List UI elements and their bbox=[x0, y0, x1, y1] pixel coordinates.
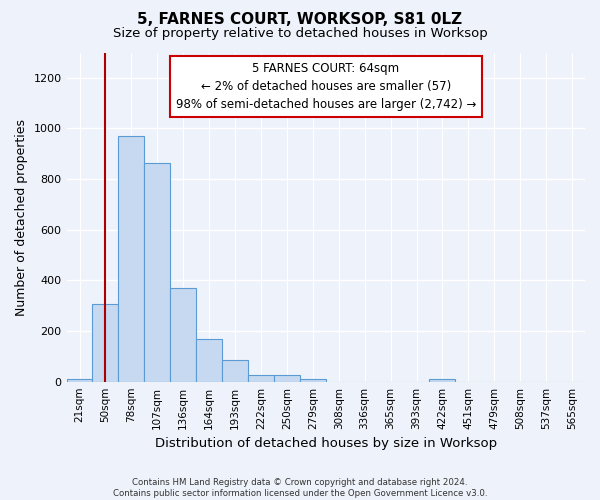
Text: 5 FARNES COURT: 64sqm
← 2% of detached houses are smaller (57)
98% of semi-detac: 5 FARNES COURT: 64sqm ← 2% of detached h… bbox=[176, 62, 476, 112]
Bar bbox=[92, 304, 118, 382]
Bar bbox=[118, 136, 145, 382]
Bar bbox=[430, 379, 455, 382]
Bar bbox=[300, 379, 326, 382]
Bar bbox=[274, 376, 300, 382]
Text: 5, FARNES COURT, WORKSOP, S81 0LZ: 5, FARNES COURT, WORKSOP, S81 0LZ bbox=[137, 12, 463, 28]
Y-axis label: Number of detached properties: Number of detached properties bbox=[15, 118, 28, 316]
Text: Contains HM Land Registry data © Crown copyright and database right 2024.
Contai: Contains HM Land Registry data © Crown c… bbox=[113, 478, 487, 498]
X-axis label: Distribution of detached houses by size in Worksop: Distribution of detached houses by size … bbox=[155, 437, 497, 450]
Bar bbox=[196, 338, 222, 382]
Bar bbox=[145, 162, 170, 382]
Text: Size of property relative to detached houses in Worksop: Size of property relative to detached ho… bbox=[113, 28, 487, 40]
Bar bbox=[248, 376, 274, 382]
Bar bbox=[222, 360, 248, 382]
Bar bbox=[170, 288, 196, 382]
Bar bbox=[67, 379, 92, 382]
